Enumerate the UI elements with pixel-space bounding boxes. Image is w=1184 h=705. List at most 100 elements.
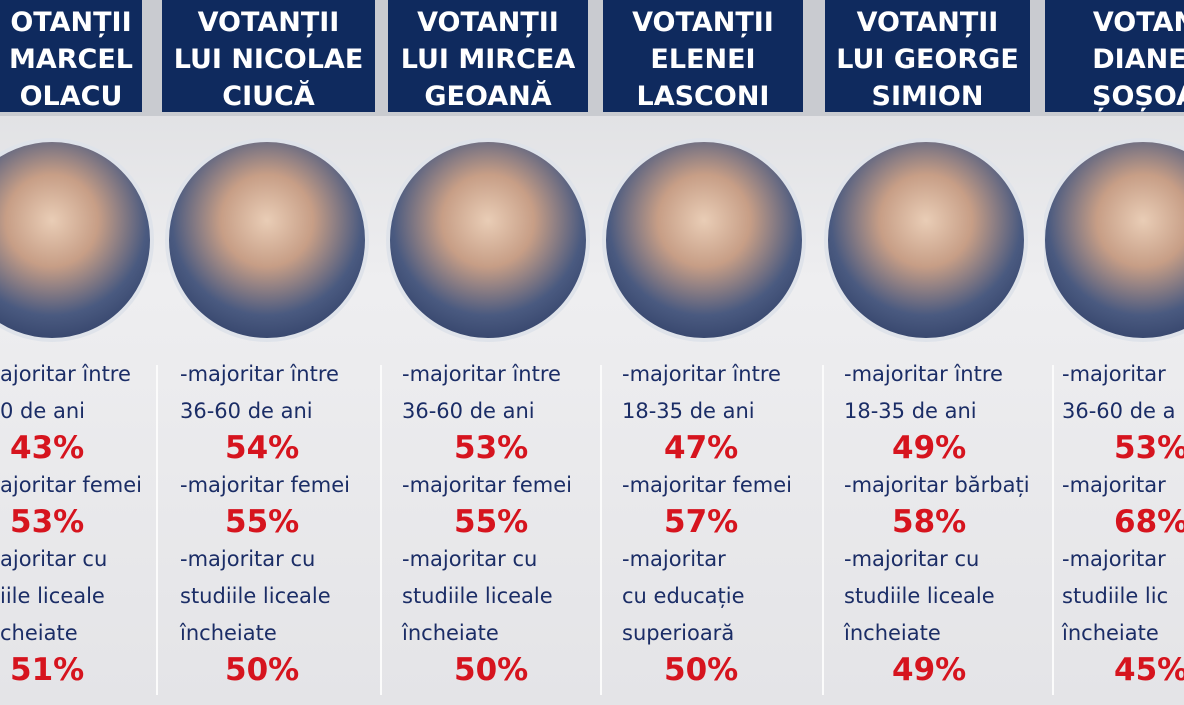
stat-percent: 57% xyxy=(664,504,739,540)
stat-label: iile liceale xyxy=(0,584,105,608)
header-line: MARCEL xyxy=(8,44,134,75)
column-header: VOTANȚII LUI NICOLAE CIUCĂ xyxy=(162,0,375,112)
candidate-column: OTANȚII MARCEL OLACU ajoritar între 0 de ani… xyxy=(0,0,156,705)
stat-percent: 53% xyxy=(454,430,529,466)
stat-percent: 49% xyxy=(892,430,967,466)
stat-label: -majoritar xyxy=(1062,547,1166,571)
stat-label: studiile liceale xyxy=(844,584,995,608)
column-divider xyxy=(600,365,602,695)
stats: -majoritar între 18-35 de ani 47% -majorita… xyxy=(602,356,822,689)
header-line: LUI NICOLAE xyxy=(173,44,364,75)
stat-label: -majoritar bărbați xyxy=(844,473,1030,497)
stat-label: 36-60 de ani xyxy=(180,399,313,423)
stat-label: ajoritar între xyxy=(0,362,131,386)
stat-label: 18-35 de ani xyxy=(844,399,977,423)
portrait xyxy=(824,138,1028,342)
header-line: LUI MIRCEA xyxy=(400,44,576,75)
stat-percent: 49% xyxy=(892,652,967,688)
header-line: LASCONI xyxy=(636,81,770,112)
stat-label: studiile lic xyxy=(1062,584,1169,608)
stat-label: -majoritar femei xyxy=(402,473,572,497)
header-line: VOTANȚII xyxy=(197,7,340,38)
column-divider xyxy=(822,365,824,695)
stat-label: încheiate xyxy=(844,621,941,645)
stat-label: -majoritar cu xyxy=(180,547,316,571)
stat-percent: 55% xyxy=(454,504,529,540)
stat-label: cheiate xyxy=(0,621,78,645)
stat-label: -majoritar femei xyxy=(180,473,350,497)
portrait xyxy=(602,138,806,342)
header-line: OLACU xyxy=(19,81,123,112)
portrait xyxy=(386,138,590,342)
header-line: LUI GEORGE xyxy=(836,44,1019,75)
stat-percent: 53% xyxy=(1114,430,1184,466)
stat-label: încheiate xyxy=(402,621,499,645)
stat-label: -majoritar între xyxy=(180,362,339,386)
stat-percent: 43% xyxy=(10,430,85,466)
stat-percent: 45% xyxy=(1114,652,1184,688)
header-line: ELENEI xyxy=(650,44,756,75)
candidate-column: VOTANȚII ELENEI LASCONI -majoritar între 18-… xyxy=(602,0,822,705)
stats: -majoritar între 36-60 de ani 54% -majorita… xyxy=(160,356,378,689)
stat-label: cu educație xyxy=(622,584,745,608)
portrait xyxy=(165,138,369,342)
column-header: VOTANȚII ELENEI LASCONI xyxy=(603,0,803,112)
stat-label: încheiate xyxy=(1062,621,1159,645)
header-line: VOTAN xyxy=(1092,7,1184,38)
stat-label: ajoritar femei xyxy=(0,473,142,497)
stat-label: superioară xyxy=(622,621,735,645)
stat-label: 36-60 de ani xyxy=(402,399,535,423)
column-header: OTANȚII MARCEL OLACU xyxy=(0,0,142,112)
stat-percent: 54% xyxy=(225,430,300,466)
header-line: OTANȚII xyxy=(10,7,132,38)
stat-percent: 50% xyxy=(664,652,739,688)
header-line: DIANEI xyxy=(1092,44,1184,75)
stat-percent: 50% xyxy=(454,652,529,688)
portrait xyxy=(0,138,154,342)
stat-percent: 47% xyxy=(664,430,739,466)
column-divider xyxy=(380,365,382,695)
header-line: CIUCĂ xyxy=(222,81,315,112)
candidate-column: VOTANȚII LUI MIRCEA GEOANĂ -majoritar între… xyxy=(384,0,600,705)
header-line: VOTANȚII xyxy=(856,7,999,38)
column-divider xyxy=(156,365,158,695)
column-header: VOTANȚII LUI GEORGE SIMION xyxy=(825,0,1030,112)
stat-label: -majoritar xyxy=(1062,473,1166,497)
stat-label: studiile liceale xyxy=(180,584,331,608)
header-line: VOTANȚII xyxy=(417,7,559,38)
stat-label: încheiate xyxy=(180,621,277,645)
stat-label: 18-35 de ani xyxy=(622,399,755,423)
stats: -majoritar între 36-60 de ani 53% -majorita… xyxy=(384,356,600,689)
stats: -majoritar între 18-35 de ani 49% -majorita… xyxy=(824,356,1048,689)
header-line: GEOANĂ xyxy=(424,81,552,112)
stat-label: -majoritar xyxy=(1062,362,1166,386)
stat-label: -majoritar cu xyxy=(402,547,538,571)
column-header: VOTANȚII LUI MIRCEA GEOANĂ xyxy=(388,0,588,112)
header-line: VOTANȚII xyxy=(632,7,774,38)
portrait xyxy=(1044,138,1184,342)
candidate-column: VOTANȚII LUI GEORGE SIMION -majoritar între… xyxy=(824,0,1048,705)
column-header: VOTAN DIANEI ȘOȘOA xyxy=(1045,0,1184,112)
stat-label: -majoritar xyxy=(622,547,726,571)
stat-label: 36-60 de a xyxy=(1062,399,1176,423)
stat-label: -majoritar între xyxy=(844,362,1003,386)
header-line: ȘOȘOA xyxy=(1092,81,1184,112)
stat-label: ajoritar cu xyxy=(0,547,108,571)
stat-label: -majoritar cu xyxy=(844,547,980,571)
stats: ajoritar între 0 de ani 43% ajoritar femei 5… xyxy=(0,356,156,689)
stat-percent: 55% xyxy=(225,504,300,540)
stat-label: -majoritar între xyxy=(622,362,781,386)
stat-label: -majoritar femei xyxy=(622,473,792,497)
stat-percent: 51% xyxy=(10,652,85,688)
stats: -majoritar 36-60 de a 53% -majoritar 68% -maj… xyxy=(1044,356,1184,689)
stat-label: -majoritar între xyxy=(402,362,561,386)
header-line: SIMION xyxy=(871,81,984,112)
candidate-column: VOTANȚII LUI NICOLAE CIUCĂ -majoritar între… xyxy=(160,0,378,705)
stat-percent: 58% xyxy=(892,504,967,540)
stat-label: studiile liceale xyxy=(402,584,553,608)
stat-percent: 68% xyxy=(1114,504,1184,540)
column-divider xyxy=(1052,365,1054,695)
stat-percent: 50% xyxy=(225,652,300,688)
